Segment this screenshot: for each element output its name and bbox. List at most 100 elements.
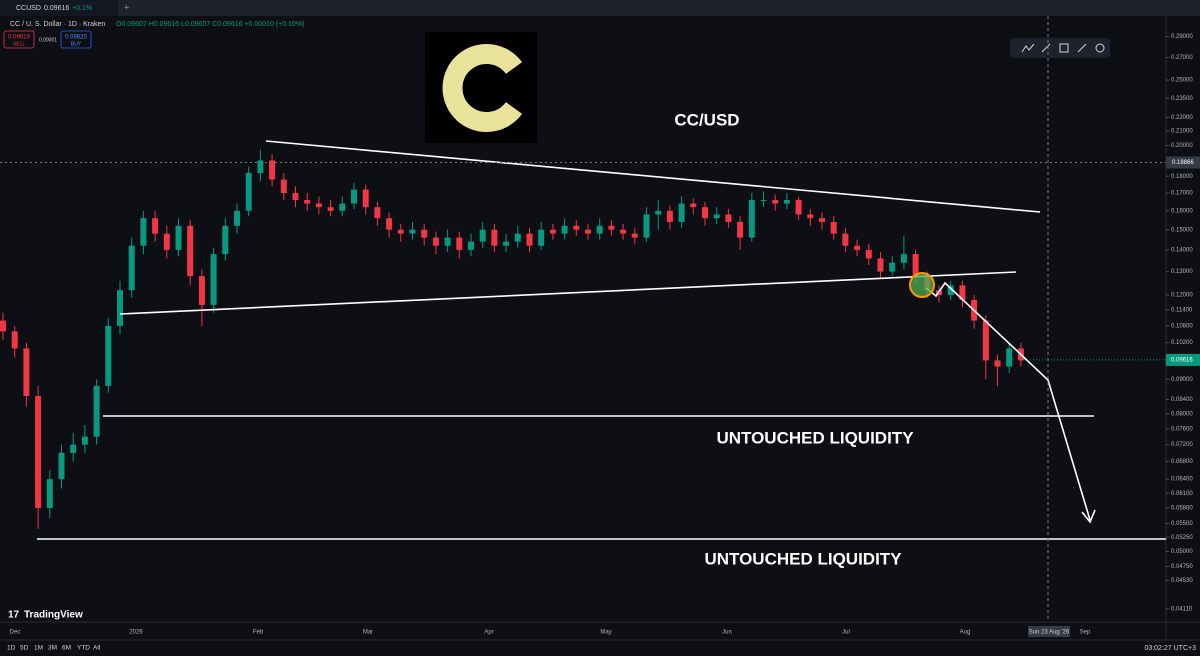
candle-body <box>234 210 240 226</box>
range-button[interactable]: 6M <box>62 645 71 652</box>
logo-c <box>442 44 523 132</box>
x-tick-label: Jun <box>722 630 732 636</box>
y-tick-label: 0.08000 <box>1171 411 1193 417</box>
last-price-label: 0.09616 <box>1171 357 1193 363</box>
buy-label: BUY <box>71 41 82 47</box>
candle-body <box>339 203 346 211</box>
candle-body <box>807 214 814 219</box>
candle-body <box>503 241 510 246</box>
drawings <box>37 140 1166 540</box>
y-tick-label: 0.15000 <box>1171 227 1193 233</box>
buy-price: 0.09620 <box>65 35 87 41</box>
crosshair-date-box <box>1028 626 1070 637</box>
buy-button[interactable] <box>60 30 92 49</box>
candle-body <box>386 218 393 230</box>
brand-name: TradingView <box>24 610 83 621</box>
candle-body <box>795 199 802 215</box>
candle-body <box>631 233 638 238</box>
trendline-upper <box>265 140 1041 213</box>
y-tick-label: 0.25000 <box>1171 78 1193 84</box>
x-tick-label: Dec <box>10 630 21 636</box>
x-tick-label: Jul <box>842 630 850 636</box>
brand: 17 <box>8 610 20 621</box>
candle-body <box>561 225 568 234</box>
sell-price: 0.09619 <box>8 35 30 41</box>
candle-body <box>491 229 498 246</box>
candle-body <box>152 218 159 234</box>
toolbar-icons[interactable] <box>1021 43 1105 53</box>
candle-body <box>397 229 404 234</box>
candle-body <box>269 160 276 180</box>
candle-body <box>327 207 334 211</box>
range-button[interactable]: 5D <box>20 645 29 652</box>
candle-body <box>889 262 896 272</box>
candles <box>0 149 1024 529</box>
y-tick-label: 0.11400 <box>1171 308 1193 314</box>
candle-body <box>959 285 966 300</box>
candle-body <box>444 237 451 246</box>
candle-body <box>409 229 416 234</box>
candle-body <box>117 290 123 326</box>
candle-body <box>772 199 779 204</box>
projection-arrowhead <box>1081 509 1096 524</box>
y-tick-label: 0.29000 <box>1171 34 1193 40</box>
candle-body <box>456 237 463 250</box>
y-tick-label: 0.06100 <box>1171 491 1193 497</box>
candle-body <box>81 436 88 445</box>
candle-body <box>900 254 907 263</box>
y-tick-label: 0.10200 <box>1171 340 1193 346</box>
y-tick-label: 0.05250 <box>1171 535 1193 541</box>
candle-body <box>11 331 18 349</box>
candle-body <box>760 199 767 201</box>
clock: 03:02:27 UTC+3 <box>1144 645 1196 652</box>
tab[interactable] <box>0 0 118 16</box>
candle-body <box>842 233 849 246</box>
y-tick-label: 0.16000 <box>1171 208 1193 214</box>
y-tick-label: 0.07600 <box>1171 426 1193 432</box>
candle-body <box>198 276 205 305</box>
range-button[interactable]: 1D <box>7 645 16 652</box>
range-button[interactable]: YTD <box>77 645 90 652</box>
candle-body <box>585 229 591 234</box>
candle-body <box>994 360 1001 367</box>
x-tick-label: May <box>600 630 611 636</box>
y-tick-label: 0.14000 <box>1171 247 1193 253</box>
candle-body <box>163 233 170 250</box>
candle-body <box>643 214 650 238</box>
y-tick-label: 0.06800 <box>1171 459 1193 465</box>
candle-body <box>257 160 264 174</box>
candle-body <box>713 214 720 219</box>
candle-body <box>854 245 861 250</box>
candle-body <box>187 225 194 277</box>
annotation: UNTOUCHED LIQUIDITY <box>716 428 914 447</box>
projection-path <box>925 281 1091 521</box>
range-button[interactable]: All <box>93 645 101 652</box>
spread: 0.00001 <box>39 37 57 43</box>
sell-button[interactable] <box>3 30 35 49</box>
y-tick-label: 0.05000 <box>1171 549 1193 555</box>
crosshair-price-box <box>1166 156 1200 169</box>
candle-body <box>573 225 580 230</box>
candle-body <box>514 233 521 242</box>
candle-body <box>140 218 147 246</box>
candle-body <box>819 218 825 222</box>
candle-body <box>292 193 299 200</box>
candle-body <box>538 229 545 246</box>
candle-body <box>362 189 369 208</box>
new-tab-icon[interactable]: + <box>124 2 129 12</box>
range-button[interactable]: 3M <box>48 645 57 652</box>
candle-body <box>666 210 673 222</box>
instrument: CC / U. S. Dollar · 1D · Kraken <box>10 21 105 28</box>
candle-body <box>210 254 217 305</box>
x-tick-label: Apr <box>484 630 493 636</box>
y-tick-label: 0.10800 <box>1171 323 1193 329</box>
range-button[interactable]: 1M <box>34 645 43 652</box>
annotation: CC/USD <box>674 110 739 129</box>
candle-body <box>93 385 100 437</box>
candle-body <box>280 179 287 194</box>
candle-body <box>877 258 884 272</box>
candle-body <box>678 203 685 222</box>
candle-body <box>725 214 732 222</box>
y-tick-label: 0.17000 <box>1171 191 1193 197</box>
